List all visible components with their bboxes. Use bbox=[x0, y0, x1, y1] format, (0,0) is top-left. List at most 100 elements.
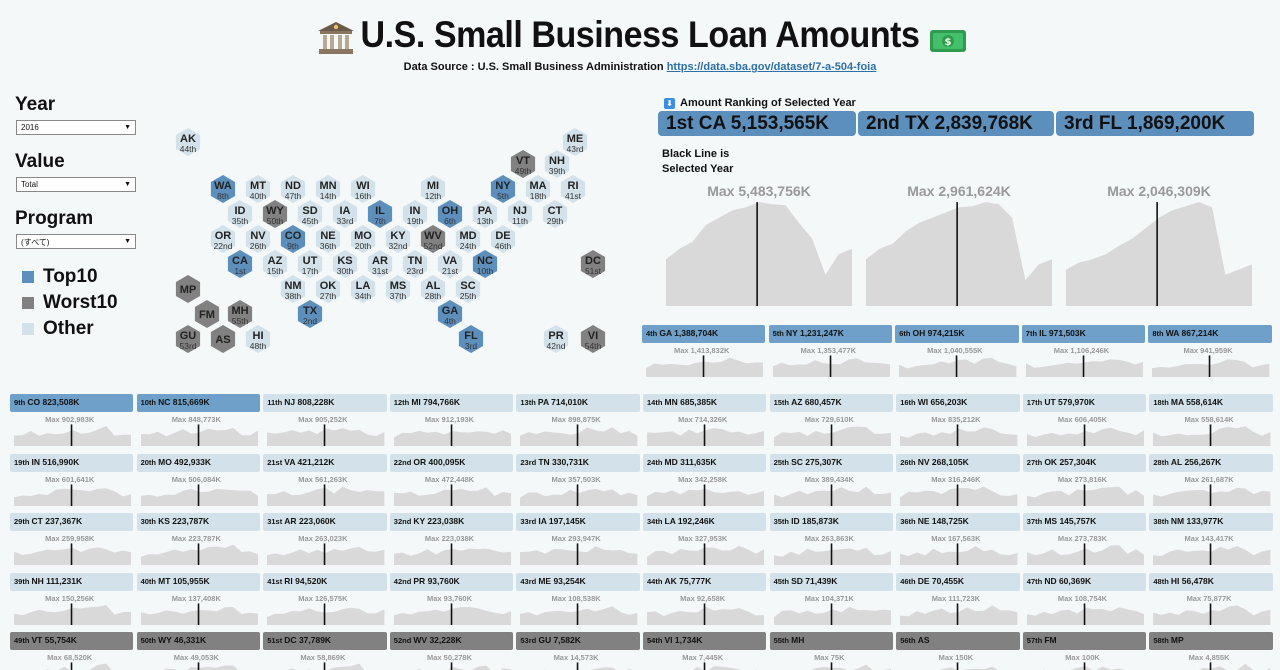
rank-cell-nc[interactable]: 10th NC 815,669K Max 848,773K bbox=[136, 394, 262, 452]
rank-cell-pa[interactable]: 13th PA 714,010K Max 898,875K bbox=[516, 394, 641, 452]
rank-cell-header[interactable]: 18th MA 558,614K bbox=[1149, 394, 1273, 412]
rank-cell-ri[interactable]: 41st RI 94,520K Max 126,575K bbox=[263, 572, 388, 631]
rank-cell-header[interactable]: 25th SC 275,307K bbox=[769, 453, 893, 472]
rank-cell-header[interactable]: 20th MO 492,933K bbox=[136, 453, 260, 472]
rank-cell-header[interactable]: 48th HI 56,478K bbox=[1149, 572, 1273, 591]
rank-cell-mi[interactable]: 12th MI 794,766K Max 912,193K bbox=[389, 394, 515, 452]
rank-cell-header[interactable]: 12th MI 794,766K bbox=[389, 394, 514, 412]
rank-cell-or[interactable]: 22nd OR 400,095K Max 472,448K bbox=[389, 453, 515, 512]
rank-cell-ny[interactable]: 5th NY 1,231,247K Max 1,353,477K bbox=[768, 325, 894, 383]
rank-cell-header[interactable]: 46th DE 70,455K bbox=[896, 572, 1020, 591]
rank-cell-header[interactable]: 50th WY 46,331K bbox=[136, 632, 260, 650]
rank-cell-gu[interactable]: 53rd GU 7,582K Max 14,573K bbox=[516, 632, 641, 670]
rank-cell-header[interactable]: 11th NJ 808,228K bbox=[263, 394, 387, 412]
rank-cell-ct[interactable]: 29th CT 237,367K Max 259,958K bbox=[10, 513, 135, 571]
rank-cell-ks[interactable]: 30th KS 223,787K Max 223,787K bbox=[136, 513, 262, 571]
rank-cell-co[interactable]: 9th CO 823,508K Max 902,983K bbox=[10, 394, 135, 452]
rank-cell-header[interactable]: 53rd GU 7,582K bbox=[516, 632, 640, 650]
rank-cell-al[interactable]: 28th AL 256,267K Max 261,687K bbox=[1149, 453, 1274, 512]
rank-cell-header[interactable]: 52nd WV 32,228K bbox=[389, 632, 514, 650]
rank-cell-header[interactable]: 47th ND 60,369K bbox=[1022, 572, 1147, 591]
source-link[interactable]: https://data.sba.gov/dataset/7-a-504-foi… bbox=[666, 61, 877, 73]
rank-cell-header[interactable]: 23rd TN 330,731K bbox=[516, 453, 640, 472]
rank-cell-header[interactable]: 40th MT 105,955K bbox=[136, 572, 260, 591]
rank-cell-ak[interactable]: 44th AK 75,777K Max 92,658K bbox=[643, 572, 768, 631]
rank-cell-ne[interactable]: 36th NE 148,725K Max 167,563K bbox=[896, 513, 1021, 571]
rank-cell-header[interactable]: 26th NV 268,105K bbox=[896, 453, 1020, 472]
rank-cell-header[interactable]: 19th IN 516,990K bbox=[10, 453, 134, 472]
rank-cell-header[interactable]: 10th NC 815,669K bbox=[136, 394, 260, 412]
rank-cell-nv[interactable]: 26th NV 268,105K Max 316,246K bbox=[896, 453, 1021, 512]
rank-cell-mh[interactable]: 55th MH Max 75K bbox=[769, 632, 895, 670]
top2-bar[interactable]: 2nd TX 2,839,768K bbox=[858, 111, 1054, 136]
rank-cell-as[interactable]: 56th AS Max 150K bbox=[896, 632, 1021, 670]
rank-cell-nj[interactable]: 11th NJ 808,228K Max 905,252K bbox=[263, 394, 388, 452]
rank-cell-dc[interactable]: 51st DC 37,789K Max 58,869K bbox=[263, 632, 388, 670]
rank-cell-header[interactable]: 30th KS 223,787K bbox=[136, 513, 260, 531]
rank-cell-header[interactable]: 4th GA 1,388,704K bbox=[642, 325, 766, 343]
rank-cell-vt[interactable]: 49th VT 55,754K Max 68,520K bbox=[10, 632, 135, 670]
rank-cell-header[interactable]: 8th WA 867,214K bbox=[1148, 325, 1272, 343]
rank-cell-header[interactable]: 9th CO 823,508K bbox=[10, 394, 134, 412]
rank-cell-header[interactable]: 35th ID 185,873K bbox=[769, 513, 893, 531]
rank-cell-mo[interactable]: 20th MO 492,933K Max 506,084K bbox=[136, 453, 262, 512]
rank-cell-header[interactable]: 54th VI 1,734K bbox=[643, 632, 767, 650]
rank-cell-az[interactable]: 15th AZ 680,457K Max 729,610K bbox=[769, 394, 895, 452]
rank-cell-header[interactable]: 55th MH bbox=[769, 632, 893, 650]
rank-cell-header[interactable]: 42nd PR 93,760K bbox=[389, 572, 514, 591]
rank-cell-header[interactable]: 45th SD 71,439K bbox=[769, 572, 893, 591]
rank-cell-va[interactable]: 21st VA 421,212K Max 561,263K bbox=[263, 453, 388, 512]
rank-cell-header[interactable]: 7th IL 971,503K bbox=[1021, 325, 1146, 343]
rank-cell-ga[interactable]: 4th GA 1,388,704K Max 1,413,832K bbox=[642, 325, 767, 383]
top1-bar[interactable]: 1st CA 5,153,565K bbox=[658, 111, 856, 136]
rank-cell-ok[interactable]: 27th OK 257,304K Max 273,816K bbox=[1022, 453, 1148, 512]
rank-cell-me[interactable]: 43rd ME 93,254K Max 108,538K bbox=[516, 572, 641, 631]
rank-cell-header[interactable]: 44th AK 75,777K bbox=[643, 572, 767, 591]
value-select[interactable]: Total ▼ bbox=[16, 177, 136, 192]
legend-other[interactable]: Other bbox=[22, 318, 94, 340]
rank-cell-header[interactable]: 57th FM bbox=[1022, 632, 1147, 650]
rank-cell-nd[interactable]: 47th ND 60,369K Max 108,754K bbox=[1022, 572, 1148, 631]
rank-cell-header[interactable]: 32nd KY 223,038K bbox=[389, 513, 514, 531]
year-select[interactable]: 2016 ▼ bbox=[16, 120, 136, 135]
rank-cell-ar[interactable]: 31st AR 223,060K Max 263,023K bbox=[263, 513, 388, 571]
rank-cell-mt[interactable]: 40th MT 105,955K Max 137,408K bbox=[136, 572, 262, 631]
rank-cell-header[interactable]: 49th VT 55,754K bbox=[10, 632, 134, 650]
rank-cell-wa[interactable]: 8th WA 867,214K Max 941,959K bbox=[1148, 325, 1273, 383]
rank-cell-nm[interactable]: 38th NM 133,977K Max 143,417K bbox=[1149, 513, 1274, 571]
rank-cell-header[interactable]: 6th OH 974,215K bbox=[895, 325, 1019, 343]
rank-cell-la[interactable]: 34th LA 192,246K Max 327,953K bbox=[643, 513, 768, 571]
rank-cell-sd[interactable]: 45th SD 71,439K Max 104,371K bbox=[769, 572, 895, 631]
rank-cell-header[interactable]: 51st DC 37,789K bbox=[263, 632, 387, 650]
rank-cell-md[interactable]: 24th MD 311,635K Max 342,258K bbox=[643, 453, 768, 512]
rank-cell-header[interactable]: 24th MD 311,635K bbox=[643, 453, 767, 472]
rank-cell-wv[interactable]: 52nd WV 32,228K Max 50,278K bbox=[389, 632, 515, 670]
